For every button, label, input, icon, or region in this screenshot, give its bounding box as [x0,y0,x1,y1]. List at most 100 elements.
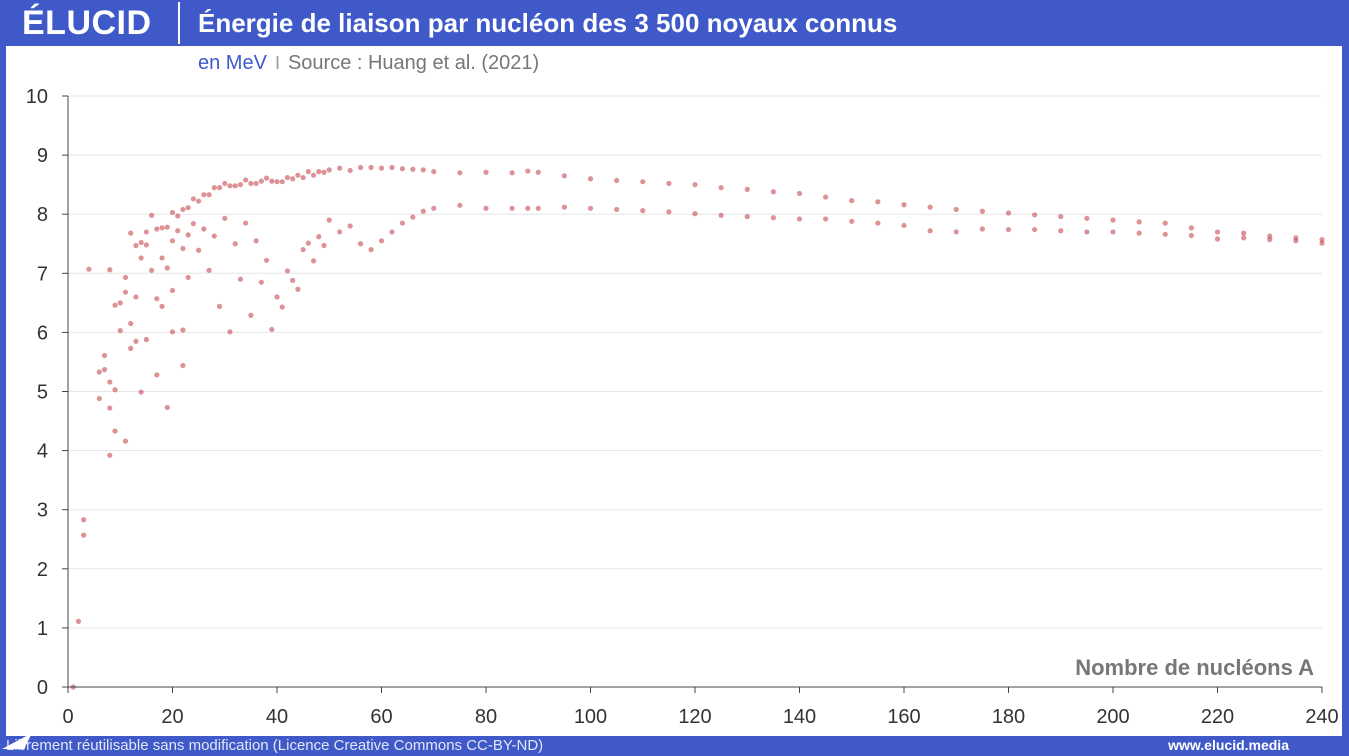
data-point [1084,215,1090,221]
data-point [587,176,594,182]
data-point [483,169,489,175]
data-point [164,404,170,411]
data-point [211,185,217,191]
data-point [305,240,311,246]
data-point [399,166,405,172]
data-point [154,372,160,378]
y-tick-label: 10 [26,86,48,108]
data-point [1032,226,1038,233]
data-point [326,217,332,223]
y-tick-label: 8 [37,204,48,226]
x-tick-label: 20 [161,706,183,728]
data-point [284,268,291,274]
data-point [107,452,113,458]
data-point [300,174,306,181]
data-point [211,233,217,239]
data-point [666,180,672,187]
data-point [875,199,881,205]
grid-lines [68,95,1322,629]
data-point [979,226,985,232]
y-tick-label: 5 [37,382,48,404]
data-point [1032,212,1038,218]
data-point [316,234,322,240]
elucid-logo[interactable]: ÉLUCID [22,4,152,42]
data-point [159,303,165,309]
data-point [321,169,327,175]
data-point [953,229,959,235]
x-tick-label: 200 [1096,706,1129,728]
data-point [770,189,776,195]
data-point [410,214,416,220]
data-point [227,183,233,189]
data-point [96,369,102,375]
data-point [258,178,264,184]
data-point [1267,237,1273,243]
data-point [81,517,87,523]
data-point [175,213,181,219]
data-point [216,303,223,309]
data-point [614,206,620,213]
data-point [389,164,395,171]
data-point [770,215,776,221]
data-point [290,176,296,182]
data-point [216,185,223,191]
data-point [587,205,594,211]
y-tick-label: 0 [37,677,48,699]
license-text: Librement réutilisable sans modification… [6,737,544,754]
data-point [169,287,176,294]
y-tick-label: 7 [37,263,48,285]
data-point [457,202,463,208]
data-point [117,300,123,306]
data-point [1084,229,1090,235]
data-point [1110,229,1116,235]
data-point [326,167,332,173]
y-tick-label: 2 [37,559,48,581]
data-point [927,204,933,210]
data-point [1241,235,1247,241]
data-point [169,329,176,335]
data-point [420,167,426,173]
data-point [248,312,254,318]
data-point [457,170,463,176]
data-point [316,169,322,175]
data-point [1241,230,1247,236]
data-point [284,174,291,181]
data-point [112,387,118,393]
data-point [175,228,181,234]
data-point [232,241,238,247]
data-point [149,267,155,273]
data-point [196,198,202,204]
data-point [431,169,437,175]
data-point [1162,231,1168,237]
site-link[interactable]: www.elucid.media [1168,737,1289,753]
data-point [122,289,129,295]
data-point [525,205,531,211]
data-point [1188,225,1194,231]
data-point [640,179,646,185]
chart-title: Énergie de liaison par nucléon des 3 500… [198,8,898,38]
subtitle-separator: I [274,53,280,73]
data-point [796,190,803,197]
data-point [321,242,327,249]
data-point [232,183,238,189]
data-point [347,167,353,174]
x-tick-label: 240 [1305,706,1338,728]
chart-subtitle: en MeV I Source : Huang et al. (2021) [198,52,539,75]
data-point [86,266,92,272]
header-divider [178,2,180,44]
data-point [222,215,228,221]
data-point [248,180,254,187]
data-point [1214,236,1221,242]
data-point [201,226,207,232]
data-point [169,209,176,216]
data-point [190,221,196,227]
data-point [169,238,176,244]
data-point [640,208,646,214]
data-point [180,362,186,369]
x-tick-label: 80 [475,706,497,728]
data-point [347,223,353,229]
data-point [1136,219,1142,225]
data-point [431,205,437,211]
